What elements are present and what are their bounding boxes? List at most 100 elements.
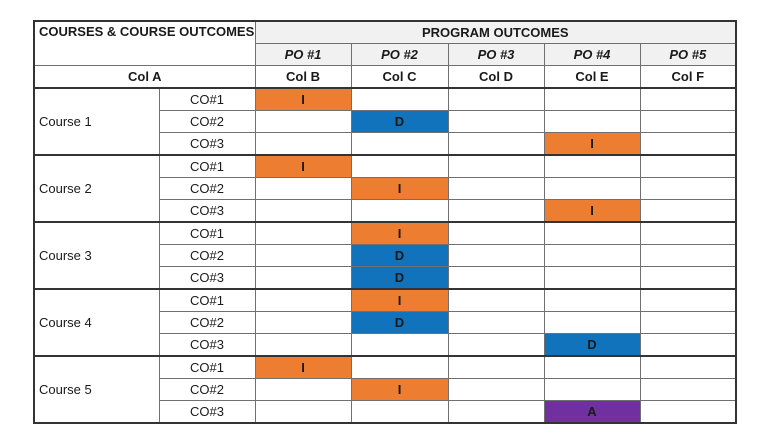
matrix-cell bbox=[350, 333, 449, 357]
matrix-cell: I bbox=[254, 154, 352, 178]
table-row: Course 2 CO#1 I bbox=[33, 154, 737, 223]
co-label-cell: CO#1 bbox=[158, 221, 256, 245]
matrix-cell bbox=[447, 333, 545, 357]
table-row: CO#3 I bbox=[34, 132, 737, 156]
matrix-cell bbox=[639, 244, 737, 267]
matrix-cell bbox=[639, 221, 737, 245]
matrix-cell bbox=[543, 311, 641, 334]
matrix-cell bbox=[254, 288, 352, 312]
co-label-cell: CO#3 bbox=[158, 333, 256, 357]
matrix-cell bbox=[543, 378, 641, 401]
matrix-cell: I bbox=[254, 355, 352, 379]
matrix-cell bbox=[350, 199, 449, 223]
course-name-cell: Course 2 bbox=[33, 154, 160, 223]
matrix-cell: I bbox=[543, 132, 641, 156]
matrix-cell: D bbox=[543, 333, 641, 357]
table-row: CO#2 D bbox=[34, 110, 737, 133]
course-name-cell: Course 1 bbox=[33, 87, 160, 156]
matrix-cell bbox=[350, 355, 449, 379]
matrix-cell: I bbox=[543, 199, 641, 223]
po3-header: PO #3 bbox=[447, 43, 545, 66]
matrix-cell bbox=[254, 199, 352, 223]
matrix-cell bbox=[447, 288, 545, 312]
header-row-po: PO #1 PO #2 PO #3 PO #4 PO #5 bbox=[34, 43, 737, 66]
matrix-cell bbox=[447, 221, 545, 245]
matrix-cell bbox=[447, 378, 545, 401]
col-d-header: Col D bbox=[447, 65, 545, 89]
col-e-header: Col E bbox=[543, 65, 641, 89]
matrix-cell: D bbox=[350, 244, 449, 267]
matrix-cell bbox=[254, 177, 352, 200]
matrix-cell bbox=[543, 244, 641, 267]
matrix-cell bbox=[254, 244, 352, 267]
col-b-header: Col B bbox=[254, 65, 352, 89]
table-row: Course 4 CO#1 I bbox=[33, 288, 737, 357]
header-row-program: COURSES & COURSE OUTCOMES PROGRAM OUTCOM… bbox=[33, 20, 737, 66]
co-label-cell: CO#2 bbox=[158, 244, 256, 267]
matrix-cell bbox=[543, 355, 641, 379]
matrix-cell bbox=[254, 266, 352, 290]
matrix-cell: D bbox=[350, 266, 449, 290]
matrix-cell bbox=[350, 87, 449, 111]
matrix-cell bbox=[639, 132, 737, 156]
matrix-cell: D bbox=[350, 311, 449, 334]
matrix-cell bbox=[543, 87, 641, 111]
co-label-cell: CO#2 bbox=[158, 110, 256, 133]
matrix-cell bbox=[639, 87, 737, 111]
matrix-cell bbox=[543, 266, 641, 290]
table-row: CO#2 D bbox=[34, 311, 737, 334]
col-f-header: Col F bbox=[639, 65, 737, 89]
matrix-cell: I bbox=[350, 378, 449, 401]
matrix-cell bbox=[639, 288, 737, 312]
table-row: CO#2 I bbox=[34, 177, 737, 200]
matrix-cell bbox=[254, 333, 352, 357]
course-name-cell: Course 5 bbox=[33, 355, 160, 424]
co-label-cell: CO#1 bbox=[158, 355, 256, 379]
matrix-cell bbox=[447, 244, 545, 267]
col-a-header: Col A bbox=[33, 65, 256, 89]
co-label-cell: CO#2 bbox=[158, 378, 256, 401]
courses-outcomes-header: COURSES & COURSE OUTCOMES bbox=[33, 20, 256, 66]
co-label-cell: CO#3 bbox=[158, 266, 256, 290]
table-row: CO#3 D bbox=[34, 333, 737, 357]
po4-header: PO #4 bbox=[543, 43, 641, 66]
co-label-cell: CO#1 bbox=[158, 154, 256, 178]
course-name-cell: Course 4 bbox=[33, 288, 160, 357]
matrix-cell bbox=[639, 266, 737, 290]
matrix-cell bbox=[639, 311, 737, 334]
co-label-cell: CO#1 bbox=[158, 87, 256, 111]
matrix-cell bbox=[639, 177, 737, 200]
matrix-cell: I bbox=[254, 87, 352, 111]
table-row: CO#3 I bbox=[34, 199, 737, 223]
matrix-cell: I bbox=[350, 221, 449, 245]
matrix-cell bbox=[254, 378, 352, 401]
matrix-cell bbox=[639, 400, 737, 424]
matrix-cell bbox=[639, 199, 737, 223]
matrix-cell bbox=[350, 400, 449, 424]
matrix-cell bbox=[254, 400, 352, 424]
matrix-cell bbox=[350, 132, 449, 156]
table-row: Course 1 CO#1 I bbox=[33, 87, 737, 156]
matrix-cell bbox=[447, 311, 545, 334]
co-label-cell: CO#1 bbox=[158, 288, 256, 312]
matrix-cell: I bbox=[350, 177, 449, 200]
matrix-cell bbox=[254, 110, 352, 133]
matrix-cell bbox=[447, 154, 545, 178]
po1-header: PO #1 bbox=[254, 43, 352, 66]
matrix-cell bbox=[447, 110, 545, 133]
matrix-cell bbox=[447, 400, 545, 424]
matrix-cell bbox=[447, 132, 545, 156]
header-row-cols: Col A Col B Col C Col D Col E Col F bbox=[33, 65, 737, 89]
matrix-cell bbox=[254, 311, 352, 334]
table-row: Course 5 CO#1 I bbox=[33, 355, 737, 424]
col-c-header: Col C bbox=[350, 65, 449, 89]
matrix-cell bbox=[639, 110, 737, 133]
matrix-cell bbox=[447, 87, 545, 111]
matrix-cell bbox=[639, 355, 737, 379]
co-label-cell: CO#3 bbox=[158, 199, 256, 223]
matrix-cell bbox=[639, 378, 737, 401]
co-label-cell: CO#3 bbox=[158, 400, 256, 424]
matrix-cell bbox=[543, 154, 641, 178]
table-row: Course 3 CO#1 I bbox=[33, 221, 737, 290]
